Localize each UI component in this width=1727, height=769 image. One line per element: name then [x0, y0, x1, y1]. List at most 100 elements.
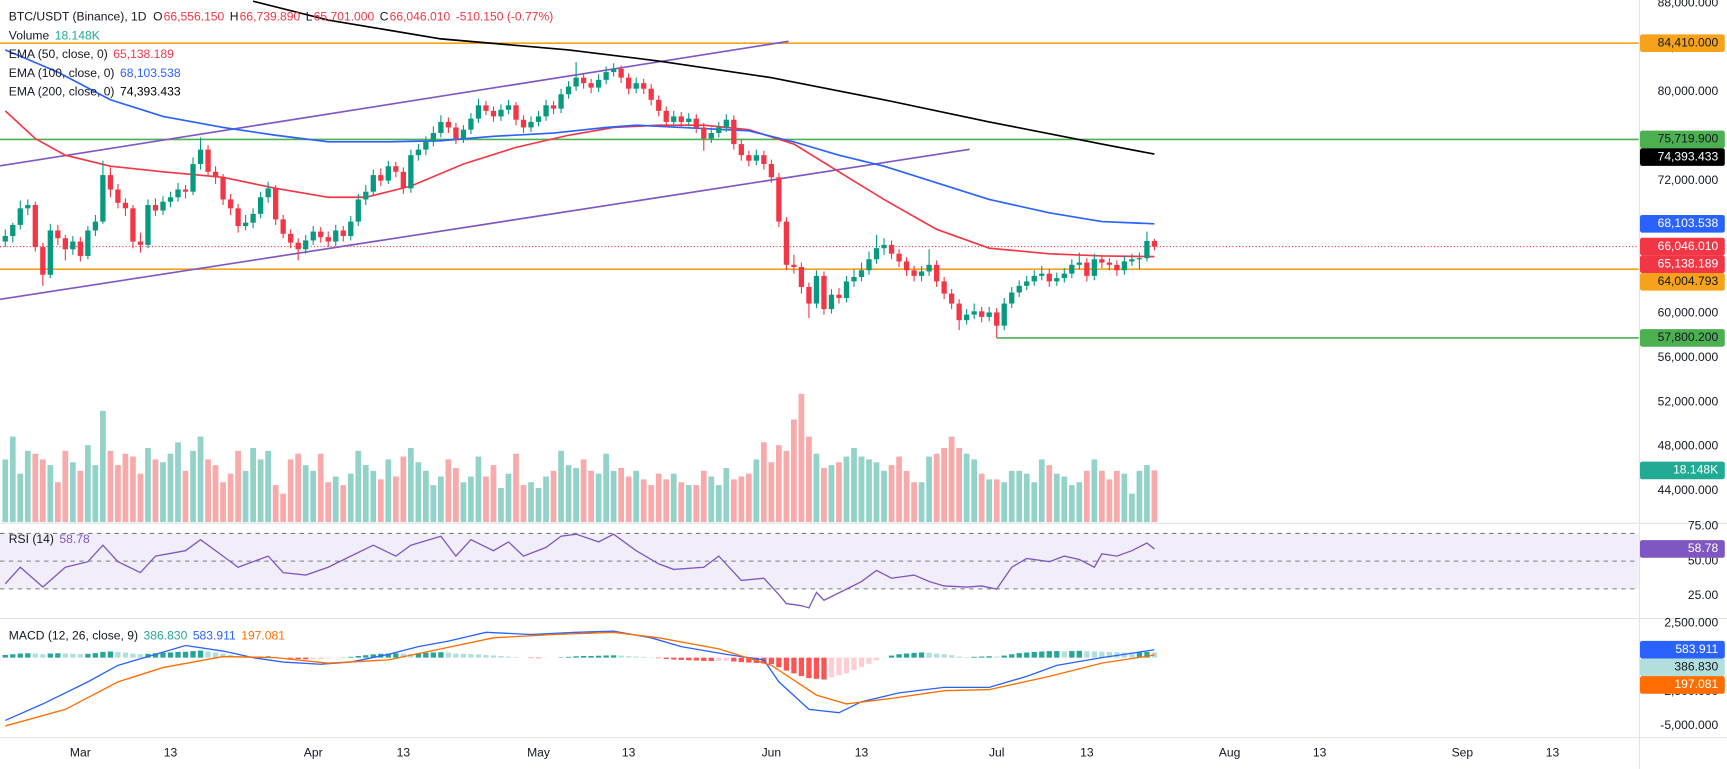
macd-histogram-bar: [941, 654, 947, 658]
volume-bar: [926, 456, 932, 523]
y-tick-label: 75.00: [1688, 519, 1719, 533]
volume-bar: [896, 456, 902, 523]
candle-body: [656, 99, 662, 111]
candle-body: [926, 264, 932, 272]
price-label: 583.911: [1675, 642, 1718, 656]
macd-histogram-bar: [77, 654, 84, 658]
volume-bar: [723, 467, 730, 523]
macd-line: [5, 630, 1155, 722]
macd-histogram-bar: [288, 657, 294, 659]
volume-bar: [558, 450, 564, 523]
candle-body: [618, 68, 624, 78]
candle-body: [896, 253, 902, 262]
price-label: 386.830: [1674, 659, 1718, 673]
macd-histogram-bar: [145, 653, 151, 658]
volume-bar: [17, 473, 24, 523]
x-tick-label: Jun: [762, 746, 782, 760]
candle-body: [70, 241, 76, 250]
candle-body: [911, 270, 917, 276]
ema-value: 65,138.189: [113, 47, 174, 61]
candle-body: [971, 311, 977, 315]
candle-body: [1046, 273, 1052, 282]
macd-histogram-bar: [70, 653, 76, 658]
y-tick-label: 88,000.000: [1658, 0, 1719, 10]
macd-histogram-bar: [498, 656, 504, 658]
macd-histogram-bar: [47, 653, 53, 658]
macd-histogram-bar: [460, 653, 467, 658]
y-tick-label: 56,000.000: [1658, 350, 1719, 364]
macd-histogram-bar: [858, 657, 865, 668]
volume-bar: [678, 482, 685, 523]
candle-body: [453, 127, 459, 139]
volume-bar: [302, 465, 309, 523]
candle-body: [475, 105, 482, 119]
macd-histogram-bar: [828, 657, 835, 678]
candle-body: [100, 175, 106, 222]
macd-histogram-bar: [1024, 652, 1030, 658]
ohlc-value: 66,739.890: [240, 10, 301, 24]
macd-histogram-bar: [137, 654, 144, 658]
volume-bar: [145, 448, 151, 523]
main-pane: [0, 0, 1639, 523]
volume-bar: [475, 456, 482, 523]
candle-body: [701, 127, 707, 139]
volume-bar: [528, 482, 534, 523]
volume-bar: [152, 459, 159, 523]
volume-bar: [941, 448, 947, 523]
candle-body: [558, 94, 564, 109]
candle-body: [175, 189, 181, 198]
price-label-bg: [1639, 540, 1725, 558]
x-tick-label: Aug: [1219, 746, 1241, 760]
candle-body: [723, 119, 729, 128]
legend-row: BTC/USDT (Binance), 1D O66,556.150 H66,739…: [9, 10, 553, 24]
volume-bar: [287, 459, 294, 523]
macd-histogram-bar: [1009, 654, 1015, 658]
candle-body: [1016, 285, 1022, 293]
candle-body: [385, 166, 391, 181]
x-tick-label: 13: [1313, 746, 1327, 760]
candle-body: [806, 286, 812, 304]
candle-body: [152, 204, 159, 211]
macd-histogram-bar: [430, 652, 437, 658]
volume-bar: [310, 470, 317, 523]
volume-bar: [1098, 470, 1105, 523]
candle-body: [460, 129, 467, 139]
macd-histogram-bar: [468, 654, 474, 658]
legends: BTC/USDT (Binance), 1D O66,556.150 H66,739…: [9, 10, 553, 643]
macd-histogram-bar: [948, 655, 955, 658]
volume-bar: [738, 476, 745, 523]
candle-body: [1039, 273, 1045, 276]
legend-row: EMA (50, close, 0) 65,138.189: [9, 47, 174, 61]
volume-bar: [768, 462, 775, 523]
volume-bar: [851, 448, 857, 523]
price-label: 66,046.010: [1658, 239, 1719, 253]
macd-histogram-bar: [415, 653, 422, 658]
volume-bar: [971, 459, 978, 523]
volume-bar: [948, 436, 955, 523]
macd-histogram-bar: [1039, 651, 1045, 658]
macd-histogram-bar: [979, 656, 985, 658]
volume-bar: [828, 465, 835, 523]
candle-body: [881, 244, 887, 249]
volume-bar: [550, 470, 557, 523]
macd-histogram-bar: [873, 657, 880, 661]
candle-body: [626, 77, 632, 89]
volume-bar: [1016, 470, 1023, 523]
volume-bar: [655, 473, 662, 523]
macd-histogram-bar: [580, 656, 587, 658]
macd-histogram-bar: [686, 657, 692, 661]
candle-body: [595, 79, 602, 88]
macd-histogram-bar: [866, 657, 872, 664]
macd-histogram-bar: [318, 657, 324, 659]
macd-histogram-bar: [716, 657, 722, 661]
volume-bar: [77, 470, 84, 523]
candle-body: [888, 244, 895, 254]
macd-histogram-bar: [1084, 651, 1090, 658]
candle-body: [671, 116, 677, 122]
volume-bar: [543, 476, 549, 523]
candle-body: [378, 175, 384, 181]
macd-histogram-bar: [1144, 651, 1150, 658]
volume-bar: [821, 467, 827, 523]
rsi-name: RSI (14): [9, 532, 54, 546]
macd-histogram-bar: [1031, 651, 1037, 658]
